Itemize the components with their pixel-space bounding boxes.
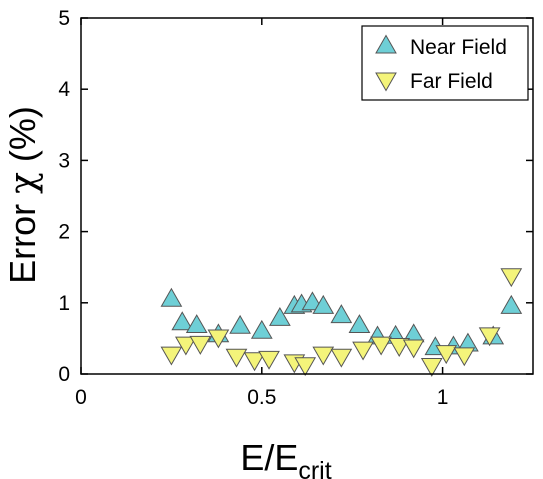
x-axis-label-base: E/E	[240, 437, 298, 478]
far-field-marker	[225, 348, 248, 368]
x-tick-label: 0.5	[247, 386, 276, 409]
legend: Near Field Far Field	[361, 25, 529, 101]
y-tick-label: 2	[58, 221, 70, 244]
y-tick-label: 1	[58, 292, 70, 315]
y-axis-label-suffix: (%)	[2, 106, 43, 172]
far-field-marker	[388, 338, 411, 357]
y-axis-label-prefix: Error	[2, 194, 43, 284]
far-field-marker	[258, 350, 280, 370]
near-field-marker	[269, 307, 291, 326]
far-field-marker	[207, 329, 230, 349]
legend-entry-label: Far Field	[410, 70, 493, 93]
x-tick-label: 0	[75, 386, 87, 409]
axes: 0 1 2 3 4 5 0 0.5 1	[58, 7, 534, 409]
near-field-marker	[185, 314, 208, 334]
x-axis-label-subscript: crit	[298, 457, 331, 479]
near-field-marker	[330, 304, 353, 324]
far-field-marker	[352, 341, 374, 361]
far-field-marker	[402, 339, 425, 359]
y-axis-label: Error χ (%)	[2, 106, 44, 284]
y-tick-label: 0	[58, 363, 70, 386]
legend-entry-label: Near Field	[410, 36, 507, 59]
y-tick-label: 5	[58, 7, 70, 30]
y-tick-label: 4	[58, 78, 70, 101]
near-field-marker	[250, 319, 273, 339]
far-field-marker	[189, 335, 212, 355]
far-field-marker	[330, 348, 353, 368]
x-axis-label: E/Ecrit	[240, 437, 331, 479]
near-field-marker	[312, 294, 335, 314]
near-field-marker	[348, 314, 371, 334]
near-field-legend-marker	[375, 34, 397, 54]
near-field-marker	[160, 287, 183, 307]
near-field-marker	[500, 294, 523, 314]
y-tick-label: 3	[58, 149, 70, 172]
far-field-marker	[435, 345, 458, 365]
far-field-marker	[174, 336, 197, 356]
far-field-marker	[294, 357, 317, 377]
far-field-marker	[312, 346, 335, 366]
y-axis-label-symbol: χ	[3, 172, 44, 194]
far-field-marker	[243, 352, 266, 372]
plot-frame	[80, 17, 534, 375]
x-tick-label: 1	[437, 386, 449, 409]
near-field-marker	[171, 311, 194, 331]
far-field-legend-marker	[375, 72, 397, 92]
data-markers	[160, 268, 523, 377]
near-field-marker	[229, 314, 251, 334]
far-field-marker	[453, 347, 476, 367]
far-field-marker	[370, 336, 392, 356]
far-field-marker	[500, 268, 523, 288]
far-field-marker	[420, 357, 443, 377]
legend-box	[361, 25, 529, 101]
far-field-marker	[160, 346, 183, 366]
far-field-marker	[478, 327, 501, 347]
